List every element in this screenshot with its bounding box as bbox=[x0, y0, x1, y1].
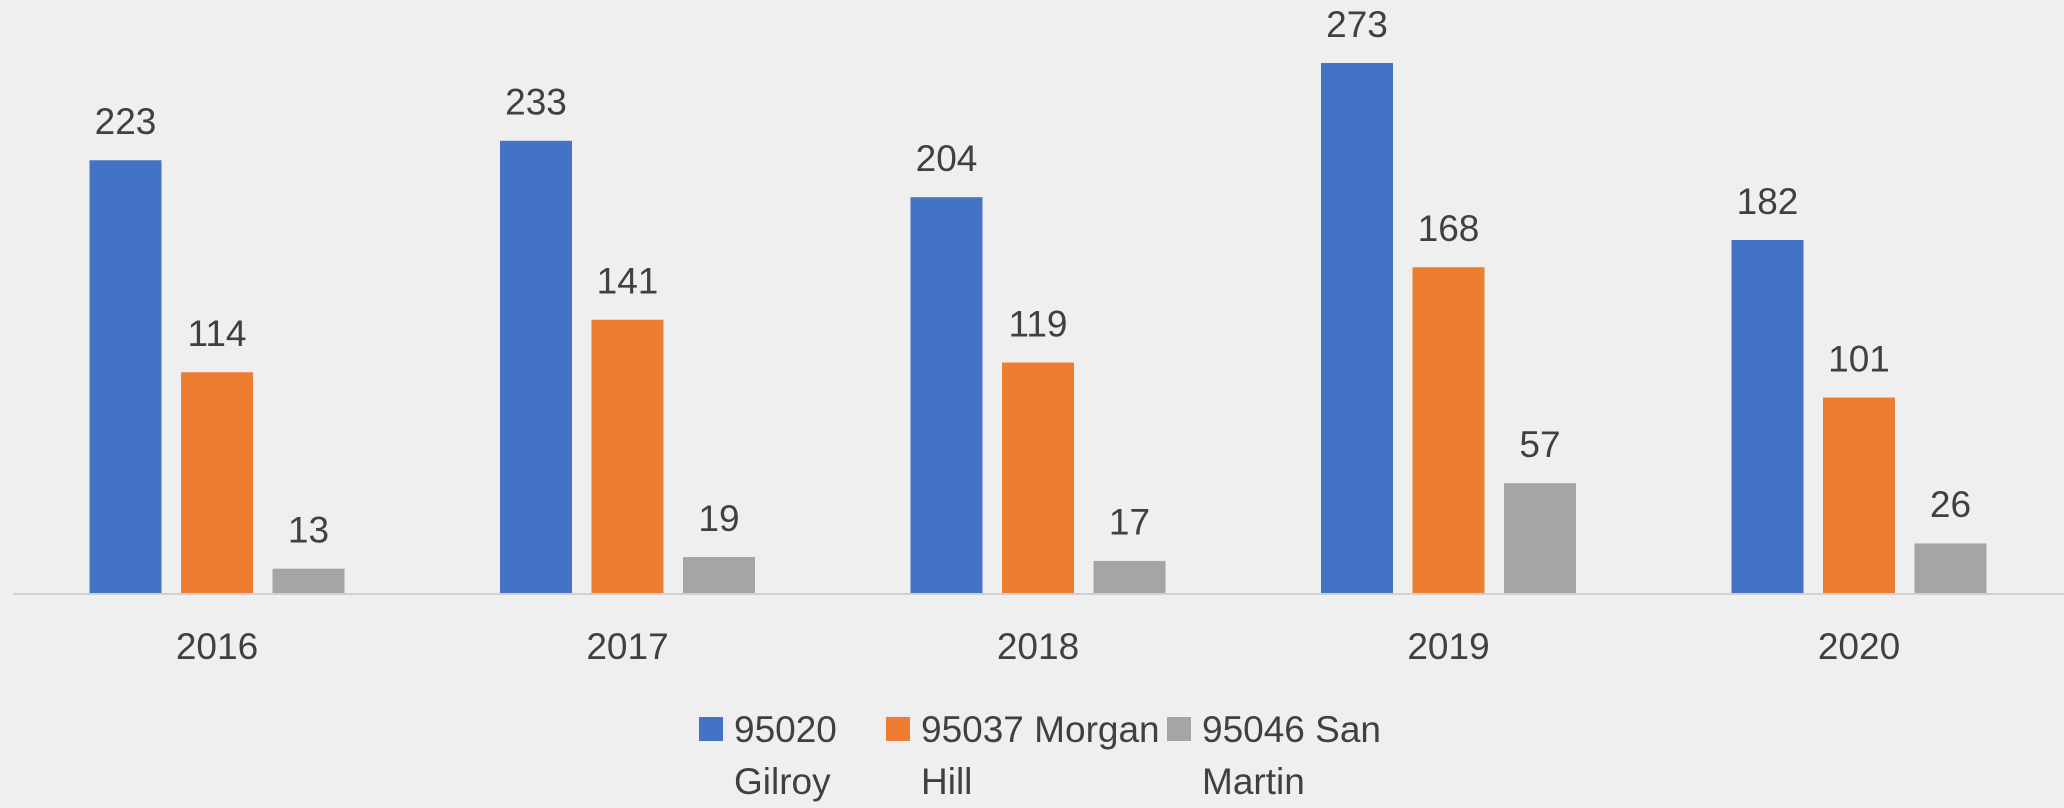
x-tick-label: 2019 bbox=[1407, 626, 1489, 667]
bar bbox=[1823, 397, 1895, 594]
legend-item: 95046 San Martin bbox=[1167, 704, 1432, 808]
data-label: 114 bbox=[188, 313, 247, 354]
data-label: 57 bbox=[1519, 424, 1560, 465]
data-label: 223 bbox=[95, 101, 157, 142]
bar bbox=[1914, 543, 1987, 594]
bar bbox=[683, 557, 755, 594]
data-label: 101 bbox=[1828, 338, 1890, 379]
x-tick-label: 2018 bbox=[997, 626, 1079, 667]
data-label: 204 bbox=[916, 138, 978, 179]
bar bbox=[500, 140, 572, 595]
bar bbox=[1002, 362, 1074, 594]
legend-item: 95037 Morgan Hill bbox=[886, 704, 1166, 808]
data-label: 273 bbox=[1326, 4, 1388, 45]
bar bbox=[1321, 63, 1393, 594]
bar bbox=[1412, 267, 1485, 594]
bar bbox=[910, 197, 983, 594]
legend-swatch bbox=[699, 717, 723, 741]
data-label: 141 bbox=[597, 261, 659, 302]
x-tick-label: 2017 bbox=[586, 626, 668, 667]
legend-swatch bbox=[886, 717, 910, 741]
data-label: 233 bbox=[505, 82, 567, 123]
data-label: 168 bbox=[1418, 208, 1480, 249]
bar bbox=[591, 319, 664, 594]
bar bbox=[89, 160, 162, 594]
data-label: 17 bbox=[1109, 502, 1150, 543]
data-label: 13 bbox=[288, 509, 329, 550]
data-label: 19 bbox=[698, 498, 739, 539]
legend-label: 95020 Gilroy bbox=[734, 709, 837, 802]
data-label: 182 bbox=[1737, 181, 1799, 222]
bar bbox=[272, 568, 345, 594]
x-tick-label: 2016 bbox=[176, 626, 258, 667]
legend-label: 95046 San Martin bbox=[1202, 709, 1382, 802]
bar bbox=[181, 372, 253, 594]
bar bbox=[1731, 240, 1804, 594]
bar bbox=[1504, 483, 1576, 594]
data-label: 26 bbox=[1930, 484, 1971, 525]
x-tick-label: 2020 bbox=[1818, 626, 1900, 667]
data-label: 119 bbox=[1009, 303, 1068, 344]
legend-item: 95020 Gilroy bbox=[699, 704, 884, 808]
legend-swatch bbox=[1167, 717, 1191, 741]
legend-label: 95037 Morgan Hill bbox=[921, 709, 1160, 802]
bar bbox=[1093, 560, 1166, 594]
